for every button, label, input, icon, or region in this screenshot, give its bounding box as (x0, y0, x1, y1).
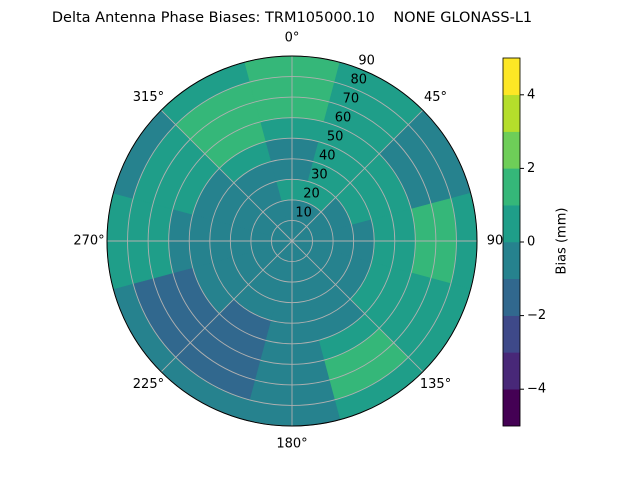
r-tick-label: 10 (295, 205, 312, 220)
theta-tick-label: 270° (73, 234, 104, 249)
theta-tick-label: 225° (133, 377, 164, 392)
colorbar-band (502, 388, 521, 427)
colorbar-band (502, 94, 521, 132)
r-tick-label: 60 (335, 110, 352, 125)
r-tick-label: 50 (327, 129, 344, 144)
colorbar-band (502, 131, 521, 169)
colorbar-band (502, 204, 521, 243)
colorbar-tick-label: 0 (527, 235, 535, 250)
colorbar-tick-label: −4 (527, 382, 546, 397)
colorbar-band (502, 278, 521, 316)
theta-tick-label: 315° (133, 90, 164, 105)
colorbar-band (502, 352, 521, 390)
grid-spoke (291, 240, 424, 373)
theta-tick-label: 90 (487, 234, 504, 249)
colorbar: −4 −2 0 2 4 Bias (mm) (502, 57, 570, 427)
chart-title: Delta Antenna Phase Biases: TRM105000.10… (52, 10, 532, 26)
labels: 10 20 30 40 50 60 70 80 90 0° 45° 90 135° 180° 225° 270… (73, 31, 503, 452)
polar-frame (106, 55, 478, 427)
r-tick-label: 30 (311, 167, 328, 182)
colorbar-label: Bias (mm) (555, 208, 570, 275)
grid-spoke (291, 109, 424, 242)
colorbar-tick-label: 2 (527, 161, 535, 176)
grid-spoke (160, 240, 293, 373)
colorbar-band (502, 57, 521, 96)
r-tick-label: 80 (350, 72, 367, 87)
colorbar-band (502, 241, 521, 280)
grid (106, 55, 478, 427)
theta-tick-label: 45° (424, 90, 447, 105)
theta-tick-label: 135° (420, 377, 451, 392)
theta-tick-label: 180° (276, 437, 307, 452)
colorbar-band (502, 315, 521, 353)
r-tick-label: 20 (303, 186, 320, 201)
r-tick-label: 40 (319, 148, 336, 163)
theta-tick-label: 0° (285, 31, 300, 46)
colorbar-tick-label: −2 (527, 308, 546, 323)
r-tick-label: 70 (343, 91, 360, 106)
grid-spoke (160, 109, 293, 242)
colorbar-band (502, 168, 521, 206)
r-tick-label: 90 (358, 53, 375, 68)
colorbar-tick-label: 4 (527, 87, 535, 102)
